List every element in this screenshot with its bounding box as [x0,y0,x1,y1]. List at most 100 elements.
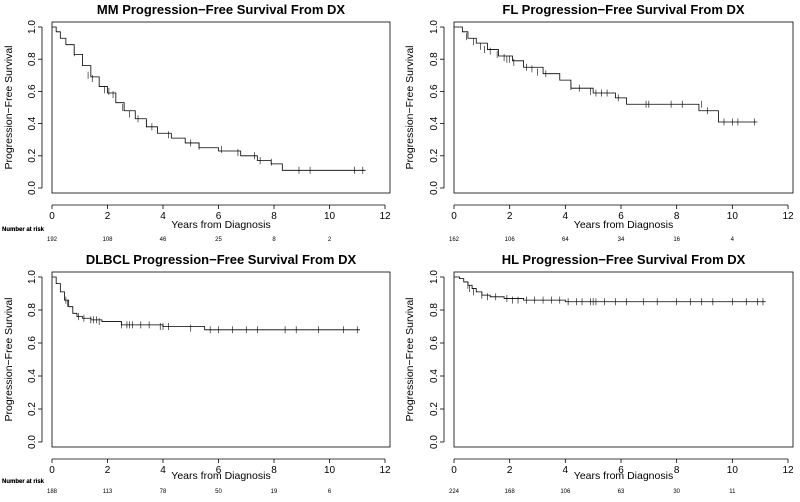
x-tick-label: 6 [216,465,222,476]
y-tick-label: 0.4 [429,116,440,130]
number-at-risk-value: 4 [731,237,735,243]
y-tick-label: 1.0 [429,20,440,34]
x-tick-label: 2 [507,465,513,476]
y-tick-label: 0.2 [429,402,440,416]
x-tick-label: 10 [324,211,336,222]
number-at-risk-value: 46 [160,237,167,243]
number-at-risk-value: 192 [47,237,58,243]
number-at-risk-header: Number at risk [2,227,45,233]
y-tick-label: 0.8 [429,303,440,317]
plot-frame [453,271,794,448]
x-tick-label: 12 [782,465,794,476]
x-axis-label: Years from Diagnosis [171,219,270,231]
x-tick-label: 8 [674,465,680,476]
y-tick-label: 0.2 [27,148,38,162]
x-tick-label: 10 [324,465,336,476]
y-tick-label: 0.0 [429,181,440,195]
number-at-risk-value: 108 [102,237,113,243]
survival-curve [454,26,758,123]
x-tick-label: 12 [379,465,391,476]
number-at-risk-value: 162 [449,237,460,243]
number-at-risk-header: Number at risk [2,479,45,485]
number-at-risk-value: 50 [215,489,222,495]
plot-frame [51,21,391,194]
x-tick-label: 6 [618,465,624,476]
y-axis-label: Progression−Free Survival [404,297,416,421]
y-axis-label: Progression−Free Survival [404,45,416,169]
number-at-risk-header: Number at risk [2,227,45,233]
y-tick-label: 0.4 [27,116,38,130]
x-tick-label: 4 [563,465,569,476]
number-at-risk-value: 78 [160,489,167,495]
number-at-risk-value: 34 [618,237,625,243]
x-tick-label: 6 [216,211,222,222]
plot-frame [453,21,794,194]
x-tick-label: 0 [451,211,457,222]
number-at-risk-value: 19 [271,489,278,495]
y-axis-label: Progression−Free Survival [3,45,15,169]
survival-curve [52,276,361,331]
x-tick-label: 8 [271,211,277,222]
panel-title: HL Progression−Free Survival From DX [502,252,746,267]
km-panel: MM Progression−Free Survival From DX0 2 4 6… [2,2,391,243]
number-at-risk-header: Number at risk [2,479,45,485]
number-at-risk-value: 106 [505,237,516,243]
number-at-risk-value: 2 [328,237,332,243]
x-tick-label: 0 [49,465,55,476]
plot-frame [51,271,391,448]
y-tick-label: 0.8 [429,52,440,66]
x-tick-label: 10 [727,465,739,476]
number-at-risk-value: 8 [272,237,276,243]
km-panel: FL Progression−Free Survival From DX0 2 4 6… [2,2,794,243]
y-tick-label: 0.6 [429,84,440,98]
y-axis-label: Progression−Free Survival [3,297,15,421]
number-at-risk-value: 6 [328,489,332,495]
y-tick-label: 0.4 [27,369,38,383]
x-tick-label: 4 [563,211,569,222]
y-tick-label: 0.2 [27,402,38,416]
number-at-risk-value: 25 [215,237,222,243]
number-at-risk-value: 224 [449,489,460,495]
x-axis-label: Years from Diagnosis [574,219,673,231]
x-axis-label: Years from Diagnosis [574,470,673,482]
number-at-risk-value: 106 [560,489,571,495]
panel-title: FL Progression−Free Survival From DX [502,2,744,17]
y-tick-label: 0.4 [429,369,440,383]
y-tick-label: 0.8 [27,52,38,66]
x-tick-label: 10 [727,211,739,222]
x-tick-label: 2 [105,211,111,222]
x-tick-label: 6 [618,211,624,222]
y-tick-label: 0.6 [27,336,38,350]
number-at-risk-value: 113 [103,489,113,495]
survival-curve [52,26,366,171]
km-panel: HL Progression−Free Survival From DX 0 2 4 6… [2,252,794,495]
number-at-risk-value: 11 [729,489,736,495]
x-tick-label: 0 [49,211,55,222]
x-tick-label: 8 [674,211,680,222]
number-at-risk-value: 188 [47,489,58,495]
number-at-risk-value: 64 [562,237,569,243]
y-tick-label: 0.0 [429,435,440,449]
x-tick-label: 4 [160,465,166,476]
number-at-risk-value: 63 [618,489,625,495]
panel-title: DLBCL Progression−Free Survival From DX [86,252,357,267]
y-tick-label: 0.2 [429,148,440,162]
panel-title: MM Progression−Free Survival From DX [97,2,345,17]
x-tick-label: 2 [105,465,111,476]
number-at-risk-value: 168 [505,489,516,495]
y-tick-label: 0.6 [27,84,38,98]
x-axis-label: Years from Diagnosis [171,470,270,482]
km-panel: DLBCL Progression−Free Survival From DX 0… [2,252,391,495]
x-tick-label: 12 [379,211,391,222]
y-tick-label: 0.0 [27,181,38,195]
y-tick-label: 0.8 [27,303,38,317]
x-tick-label: 4 [160,211,166,222]
y-tick-label: 1.0 [27,270,38,284]
y-tick-label: 0.0 [27,435,38,449]
number-at-risk-value: 16 [673,237,680,243]
survival-curve [454,276,766,303]
x-tick-label: 8 [271,465,277,476]
y-tick-label: 0.6 [429,336,440,350]
